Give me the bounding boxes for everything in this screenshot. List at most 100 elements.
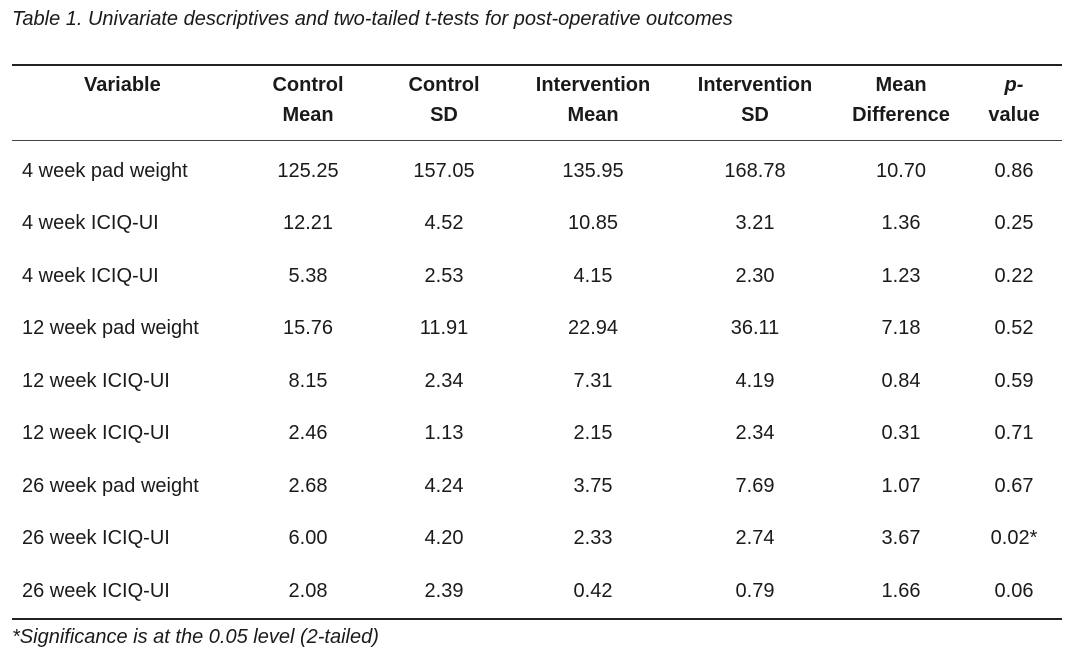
cell-control-sd: 157.05: [413, 159, 475, 182]
table-row: 26 week ICIQ-UI 6.00 4.20 2.33 2.74 3.67…: [12, 513, 1062, 566]
header-intervention-mean-line2: Mean: [567, 104, 619, 126]
table-row: 4 week pad weight 125.25 157.05 135.95 1…: [12, 141, 1062, 198]
cell-control-sd: 4.52: [424, 212, 464, 235]
cell-variable: 12 week pad weight: [22, 317, 199, 340]
cell-variable: 4 week pad weight: [22, 159, 188, 182]
cell-control-sd: 2.53: [424, 264, 464, 287]
header-control-sd-line1: Control: [408, 74, 480, 96]
cell-intervention-mean: 2.15: [573, 422, 613, 445]
cell-intervention-sd: 36.11: [730, 317, 780, 340]
header-intervention-sd-line1: Intervention: [697, 74, 813, 96]
cell-mean-difference: 1.07: [881, 474, 921, 497]
cell-control-mean: 125.25: [277, 159, 339, 182]
header-control-sd-line2: SD: [430, 104, 458, 126]
header-control-mean: Control Mean: [240, 66, 376, 140]
table-bottom-rule: [12, 617, 1062, 620]
cell-mean-difference: 1.36: [881, 212, 921, 235]
cell-control-mean: 5.38: [288, 264, 328, 287]
cell-control-mean: 2.68: [288, 474, 328, 497]
cell-p-value: 0.02*: [990, 527, 1038, 550]
header-intervention-mean-line1: Intervention: [535, 74, 651, 96]
header-mean-difference-line2: Difference: [852, 104, 950, 126]
cell-intervention-sd: 3.21: [735, 212, 775, 235]
cell-p-value: 0.86: [994, 159, 1034, 182]
cell-intervention-sd: 168.78: [724, 159, 786, 182]
cell-p-value: 0.71: [994, 422, 1034, 445]
table-top-rule: [12, 64, 1062, 66]
cell-p-value: 0.25: [994, 212, 1034, 235]
header-intervention-sd: Intervention SD: [674, 66, 836, 140]
cell-variable: 26 week ICIQ-UI: [22, 579, 170, 602]
cell-mean-difference: 1.23: [881, 264, 921, 287]
cell-control-mean: 2.08: [288, 579, 328, 602]
cell-p-value: 0.52: [994, 317, 1034, 340]
header-p-value-line1: p-: [1004, 74, 1024, 96]
cell-intervention-mean: 3.75: [573, 474, 613, 497]
table-row: 4 week ICIQ-UI 5.38 2.53 4.15 2.30 1.23 …: [12, 250, 1062, 303]
table-header-rule: [12, 140, 1062, 141]
cell-intervention-mean: 22.94: [567, 317, 619, 340]
cell-intervention-mean: 10.85: [567, 212, 619, 235]
header-variable-label: Variable: [84, 74, 161, 96]
table-row: 4 week ICIQ-UI 12.21 4.52 10.85 3.21 1.3…: [12, 198, 1062, 251]
table-footnote: *Significance is at the 0.05 level (2-ta…: [12, 626, 379, 648]
cell-intervention-mean: 4.15: [573, 264, 613, 287]
cell-intervention-mean: 2.33: [573, 527, 613, 550]
cell-mean-difference: 1.66: [881, 579, 921, 602]
results-table-container: Variable Control Mean Control SD Interve…: [12, 64, 1062, 620]
cell-control-sd: 1.13: [424, 422, 464, 445]
header-variable: Variable: [12, 66, 240, 140]
cell-p-value: 0.22: [994, 264, 1034, 287]
cell-mean-difference: 0.31: [881, 422, 921, 445]
cell-control-sd: 4.24: [424, 474, 464, 497]
header-row: Variable Control Mean Control SD Interve…: [12, 66, 1062, 140]
results-table-body: 4 week pad weight 125.25 157.05 135.95 1…: [12, 141, 1062, 618]
cell-intervention-sd: 2.74: [735, 527, 775, 550]
header-mean-difference: Mean Difference: [836, 66, 966, 140]
cell-control-sd: 4.20: [424, 527, 464, 550]
table-row: 12 week ICIQ-UI 8.15 2.34 7.31 4.19 0.84…: [12, 355, 1062, 408]
cell-control-mean: 12.21: [282, 212, 334, 235]
header-intervention-mean: Intervention Mean: [512, 66, 674, 140]
header-control-sd: Control SD: [376, 66, 512, 140]
cell-p-value: 0.67: [994, 474, 1034, 497]
cell-intervention-mean: 7.31: [573, 369, 613, 392]
header-control-mean-line1: Control: [272, 74, 344, 96]
cell-variable: 4 week ICIQ-UI: [22, 264, 159, 287]
cell-mean-difference: 0.84: [881, 369, 921, 392]
results-table: Variable Control Mean Control SD Interve…: [12, 66, 1062, 140]
cell-control-mean: 2.46: [288, 422, 328, 445]
header-control-mean-line2: Mean: [282, 104, 334, 126]
cell-variable: 26 week pad weight: [22, 474, 199, 497]
cell-control-mean: 15.76: [282, 317, 334, 340]
table-row: 12 week pad weight 15.76 11.91 22.94 36.…: [12, 303, 1062, 356]
header-intervention-sd-line2: SD: [741, 104, 769, 126]
cell-intervention-sd: 7.69: [735, 474, 775, 497]
table-caption: Table 1. Univariate descriptives and two…: [12, 8, 733, 30]
cell-variable: 12 week ICIQ-UI: [22, 422, 170, 445]
cell-control-sd: 11.91: [419, 317, 469, 340]
cell-intervention-sd: 2.34: [735, 422, 775, 445]
cell-intervention-sd: 0.79: [735, 579, 775, 602]
cell-variable: 26 week ICIQ-UI: [22, 527, 170, 550]
cell-intervention-mean: 135.95: [562, 159, 624, 182]
cell-mean-difference: 7.18: [881, 317, 921, 340]
cell-control-sd: 2.34: [424, 369, 464, 392]
table-row: 26 week ICIQ-UI 2.08 2.39 0.42 0.79 1.66…: [12, 565, 1062, 618]
cell-control-mean: 8.15: [288, 369, 328, 392]
table-row: 26 week pad weight 2.68 4.24 3.75 7.69 1…: [12, 460, 1062, 513]
cell-intervention-mean: 0.42: [573, 579, 613, 602]
header-mean-difference-line1: Mean: [875, 74, 927, 96]
cell-mean-difference: 3.67: [881, 527, 921, 550]
cell-control-mean: 6.00: [288, 527, 328, 550]
cell-intervention-sd: 2.30: [735, 264, 775, 287]
cell-intervention-sd: 4.19: [735, 369, 775, 392]
table-row: 12 week ICIQ-UI 2.46 1.13 2.15 2.34 0.31…: [12, 408, 1062, 461]
cell-p-value: 0.59: [994, 369, 1034, 392]
cell-variable: 12 week ICIQ-UI: [22, 369, 170, 392]
header-p-value-line2: value: [988, 104, 1040, 126]
cell-variable: 4 week ICIQ-UI: [22, 212, 159, 235]
header-p-value: p- value: [966, 66, 1062, 140]
cell-p-value: 0.06: [994, 579, 1034, 602]
cell-mean-difference: 10.70: [875, 159, 927, 182]
